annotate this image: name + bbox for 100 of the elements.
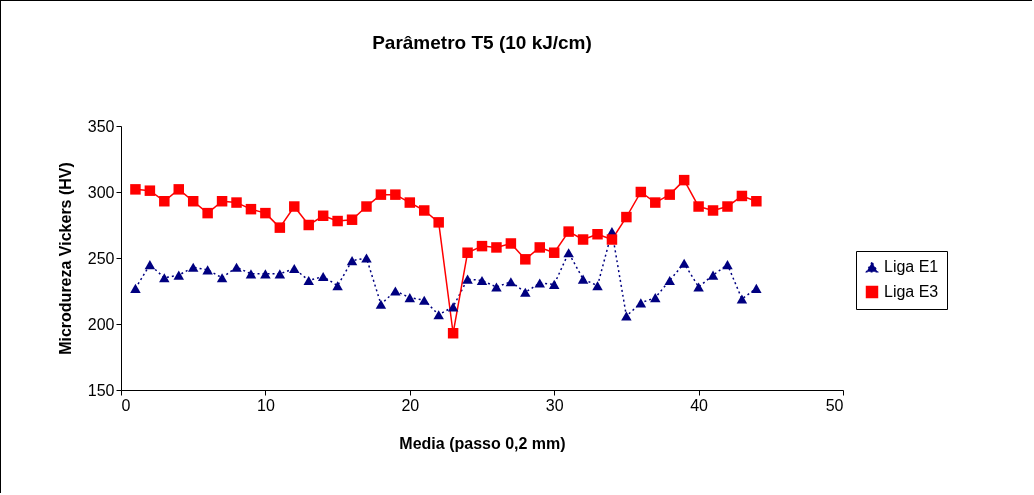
- point: [130, 283, 141, 293]
- point: [419, 295, 430, 305]
- point: [447, 328, 459, 339]
- point: [159, 196, 170, 207]
- point: [289, 264, 300, 274]
- point: [317, 271, 329, 282]
- point: [375, 299, 387, 309]
- point: [505, 277, 517, 287]
- point: [577, 234, 589, 245]
- point: [491, 242, 502, 253]
- point: [289, 201, 300, 212]
- point: [678, 258, 690, 268]
- legend-label: Liga E3: [884, 283, 939, 300]
- point: [707, 270, 719, 280]
- point: [375, 189, 387, 200]
- point: [274, 269, 286, 279]
- point: [173, 184, 184, 195]
- chart-title: Parâmetro T5 (10 kJ/cm): [372, 32, 592, 53]
- point: [303, 275, 314, 285]
- point: [361, 253, 372, 263]
- point: [491, 282, 502, 292]
- point: [563, 248, 574, 258]
- point: [419, 205, 430, 216]
- point: [621, 211, 632, 223]
- x-tick-label: 10: [257, 396, 275, 414]
- point: [548, 279, 560, 289]
- point: [534, 242, 545, 253]
- point: [751, 283, 762, 293]
- point: [534, 278, 545, 288]
- y-tick-label: 250: [87, 249, 115, 267]
- point: [751, 196, 762, 207]
- point: [693, 201, 704, 212]
- point: [650, 293, 661, 303]
- point: [650, 197, 661, 208]
- point: [390, 189, 401, 200]
- point: [678, 174, 690, 186]
- point: [144, 260, 156, 270]
- point: [231, 197, 242, 208]
- point: [317, 210, 329, 221]
- point: [505, 238, 517, 249]
- point: [433, 217, 444, 228]
- point: [520, 287, 531, 297]
- point: [274, 222, 286, 233]
- point: [736, 190, 748, 202]
- point: [520, 254, 531, 265]
- x-axis-title: Media (passo 0,2 mm): [399, 434, 566, 452]
- point: [707, 205, 719, 216]
- point: [260, 269, 271, 279]
- point: [245, 203, 257, 215]
- x-tick-label: 20: [401, 396, 420, 414]
- point: [563, 226, 574, 237]
- point: [635, 186, 647, 198]
- x-tick-label: 50: [825, 396, 844, 414]
- point: [577, 274, 589, 284]
- point: [303, 219, 314, 231]
- point: [390, 286, 401, 296]
- point: [693, 282, 704, 292]
- point: [332, 281, 343, 291]
- point: [202, 265, 213, 275]
- x-tick-label: 0: [121, 396, 131, 414]
- x-tick-label: 30: [545, 396, 564, 414]
- y-tick-label: 350: [87, 117, 115, 135]
- point: [606, 234, 618, 245]
- point: [548, 247, 560, 258]
- point: [130, 184, 141, 195]
- point: [346, 256, 358, 266]
- point: [592, 281, 603, 291]
- point: [245, 269, 257, 279]
- legend-label: Liga E1: [884, 258, 939, 275]
- point: [216, 273, 228, 283]
- point: [621, 311, 632, 321]
- y-tick-label: 200: [87, 315, 115, 333]
- point: [173, 270, 184, 280]
- point: [736, 294, 748, 304]
- point: [635, 298, 647, 308]
- point: [159, 273, 170, 283]
- point: [202, 207, 213, 219]
- point: [231, 262, 242, 272]
- point: [722, 201, 733, 212]
- point: [216, 196, 228, 207]
- point: [187, 196, 199, 207]
- point: [433, 310, 444, 320]
- point: [361, 201, 372, 212]
- point: [187, 262, 199, 272]
- point: [447, 302, 459, 312]
- x-tick-label: 40: [690, 396, 709, 414]
- point: [664, 189, 675, 200]
- point: [476, 240, 488, 252]
- point: [404, 197, 416, 208]
- point: [260, 207, 271, 219]
- y-axis-title: Microdureza Vickers (HV): [56, 162, 74, 355]
- point: [404, 293, 416, 303]
- point: [462, 247, 473, 258]
- point: [664, 275, 675, 285]
- point: [144, 185, 156, 196]
- point: [346, 214, 358, 225]
- point: [592, 229, 603, 240]
- y-tick-label: 300: [87, 183, 115, 201]
- point: [722, 260, 733, 270]
- point: [462, 274, 473, 284]
